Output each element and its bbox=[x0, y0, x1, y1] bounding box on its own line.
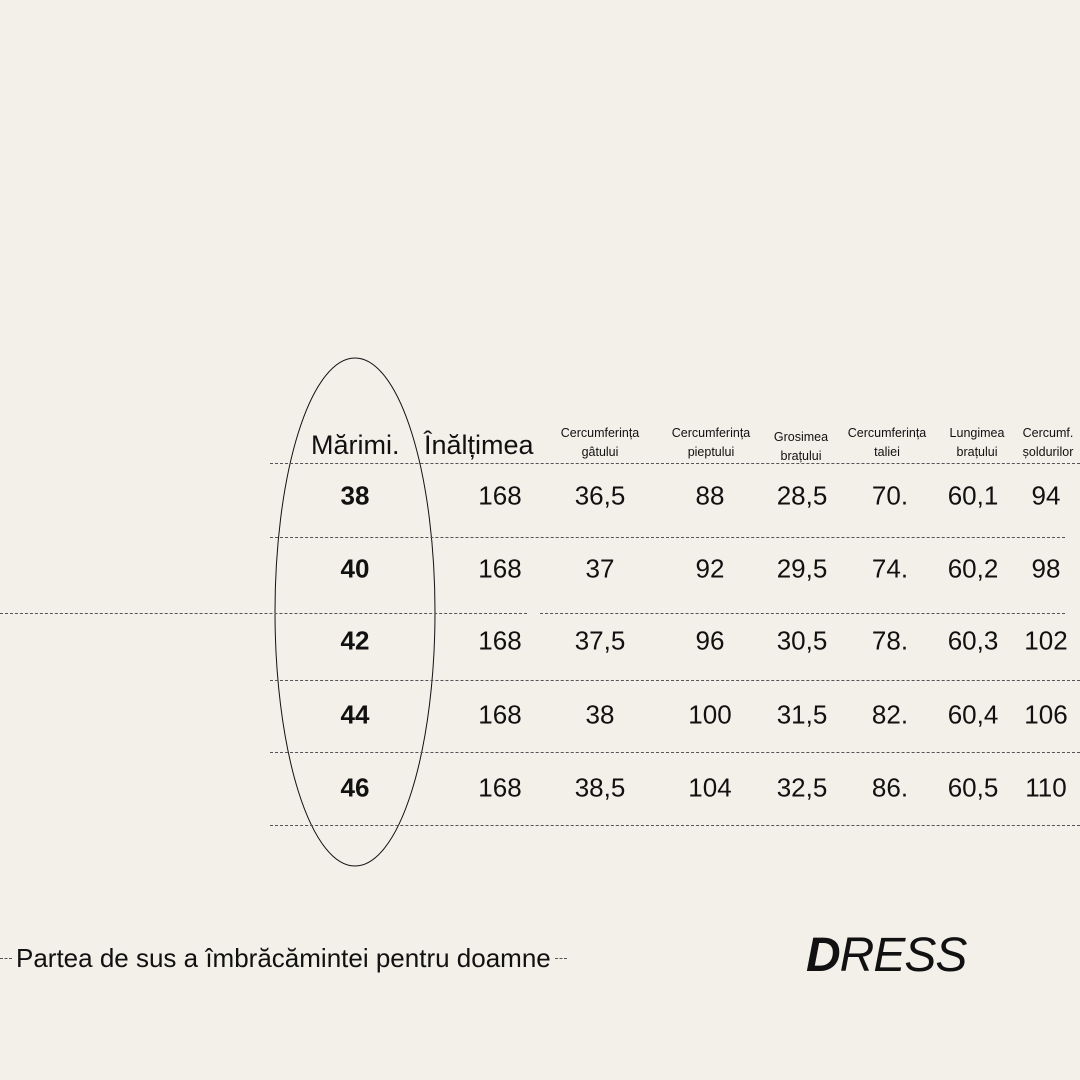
dash-decoration bbox=[554, 958, 567, 959]
cell-height: 168 bbox=[478, 480, 522, 511]
cell-hips: 98 bbox=[1031, 553, 1061, 584]
cell-hips: 110 bbox=[1025, 772, 1067, 803]
cell-waist: 78. bbox=[871, 625, 909, 656]
cell-arm-length: 60,2 bbox=[947, 553, 999, 584]
cell-height: 168 bbox=[478, 699, 522, 730]
header-hips: Cercumf. șoldurilor bbox=[1022, 426, 1074, 459]
cell-height: 168 bbox=[478, 625, 522, 656]
dash-decoration bbox=[0, 958, 12, 959]
cell-neck: 38,5 bbox=[574, 772, 626, 803]
header-height: Înălțimea bbox=[424, 430, 534, 460]
divider bbox=[540, 613, 1065, 614]
cell-size: 42 bbox=[340, 625, 370, 656]
cell-waist: 86. bbox=[871, 772, 909, 803]
cell-hips: 94 bbox=[1031, 480, 1061, 511]
cell-neck: 37 bbox=[585, 553, 615, 584]
cell-waist: 70. bbox=[871, 480, 909, 511]
divider bbox=[270, 537, 1065, 538]
cell-hips: 106 bbox=[1024, 699, 1068, 730]
header-chest: Cercumferința pieptului bbox=[671, 426, 751, 459]
header-waist: Cercumferința taliei bbox=[847, 426, 927, 459]
header-sizes: Mărimi. bbox=[311, 430, 400, 460]
cell-size: 46 bbox=[340, 772, 370, 803]
divider bbox=[270, 825, 1080, 826]
cell-size: 44 bbox=[340, 699, 370, 730]
cell-arm-thickness: 29,5 bbox=[776, 553, 828, 584]
cell-neck: 36,5 bbox=[574, 480, 626, 511]
cell-size: 38 bbox=[340, 480, 370, 511]
header-arm-thickness: Grosimea brațului bbox=[773, 430, 829, 463]
header-arm-length: Lungimea brațului bbox=[949, 426, 1005, 459]
cell-arm-thickness: 28,5 bbox=[776, 480, 828, 511]
cell-arm-length: 60,1 bbox=[947, 480, 999, 511]
divider bbox=[270, 680, 1080, 681]
divider bbox=[0, 613, 527, 614]
cell-height: 168 bbox=[478, 553, 522, 584]
cell-chest: 88 bbox=[695, 480, 725, 511]
cell-neck: 38 bbox=[585, 699, 615, 730]
cell-size: 40 bbox=[340, 553, 370, 584]
caption-text: Partea de sus a îmbrăcămintei pentru doa… bbox=[16, 943, 551, 973]
cell-chest: 104 bbox=[688, 772, 732, 803]
divider bbox=[270, 463, 1080, 464]
brand-logo: DRESS bbox=[806, 929, 967, 982]
cell-chest: 96 bbox=[695, 625, 725, 656]
cell-chest: 100 bbox=[688, 699, 732, 730]
divider bbox=[270, 752, 1080, 753]
header-neck: Cercumferința gâtului bbox=[560, 426, 640, 459]
cell-hips: 102 bbox=[1024, 625, 1068, 656]
cell-height: 168 bbox=[478, 772, 522, 803]
footer-caption: Partea de sus a îmbrăcămintei pentru doa… bbox=[0, 943, 567, 974]
cell-arm-thickness: 31,5 bbox=[776, 699, 828, 730]
cell-arm-thickness: 32,5 bbox=[776, 772, 828, 803]
cell-waist: 82. bbox=[871, 699, 909, 730]
cell-arm-thickness: 30,5 bbox=[776, 625, 828, 656]
cell-arm-length: 60,3 bbox=[947, 625, 999, 656]
cell-arm-length: 60,4 bbox=[947, 699, 999, 730]
cell-neck: 37,5 bbox=[574, 625, 626, 656]
cell-waist: 74. bbox=[871, 553, 909, 584]
cell-chest: 92 bbox=[695, 553, 725, 584]
cell-arm-length: 60,5 bbox=[947, 772, 999, 803]
